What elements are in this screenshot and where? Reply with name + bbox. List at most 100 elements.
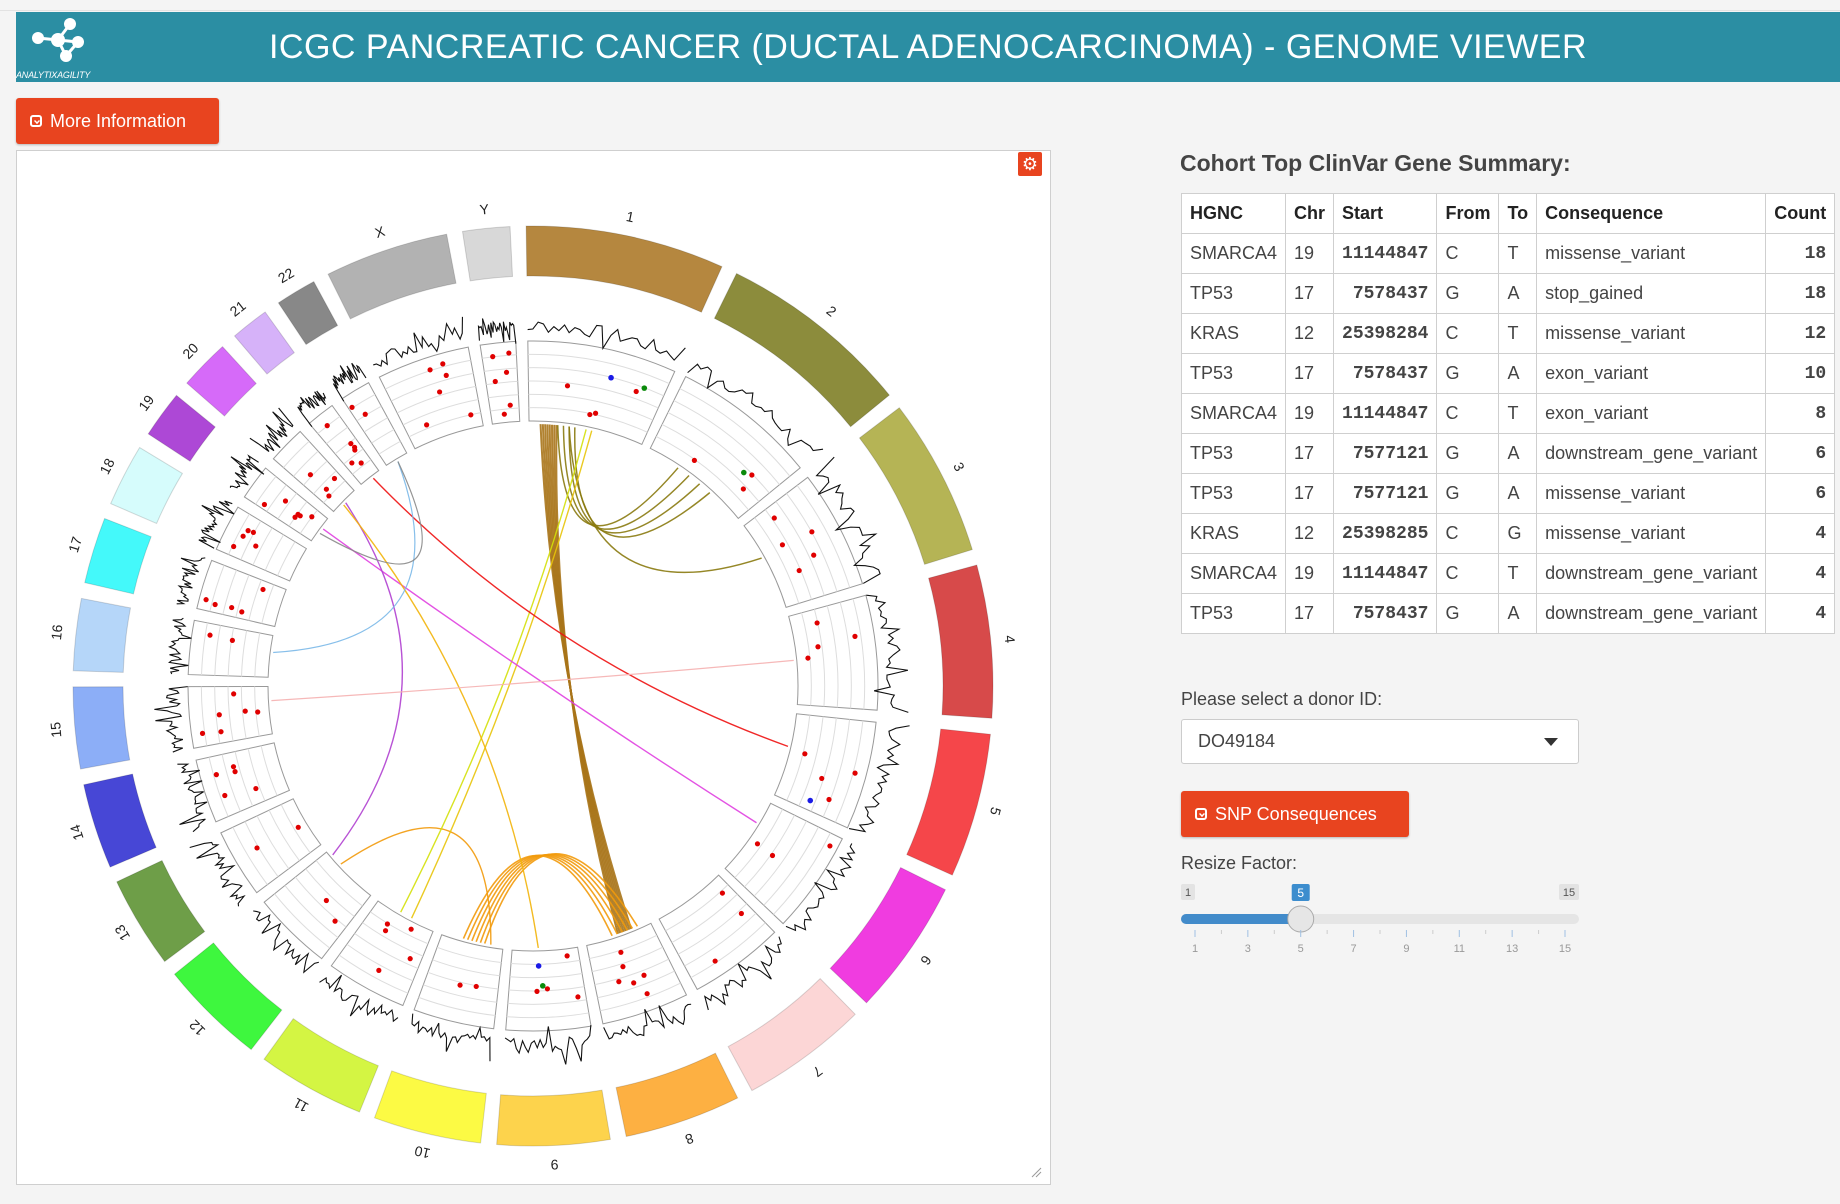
slider-value-label: 5 (1297, 886, 1304, 900)
track-gridline (775, 501, 825, 596)
snp-point (616, 979, 622, 985)
cell-to: A (1498, 273, 1538, 314)
chromosome-segment-10[interactable] (373, 1070, 487, 1144)
cell-start: 7578437 (1333, 273, 1438, 314)
copy-number-line (154, 686, 188, 753)
cell-consequence: missense_variant (1536, 233, 1767, 274)
column-header-to[interactable]: To (1498, 193, 1538, 234)
chromosome-segment-20[interactable] (186, 345, 257, 417)
track-gridline (244, 821, 279, 877)
donor-id-select[interactable]: DO49184 (1181, 719, 1579, 764)
column-header-count[interactable]: Count (1765, 193, 1836, 234)
snp-point (473, 983, 479, 990)
snp-point (254, 845, 260, 851)
chromosome-segment-3[interactable] (858, 407, 973, 566)
chromosome-segment-9[interactable] (496, 1089, 611, 1147)
snp-point (814, 620, 820, 626)
snp-point (250, 529, 257, 536)
copy-number-line (866, 594, 909, 713)
track-gridline (484, 367, 518, 372)
chromosome-segment-13[interactable] (116, 859, 206, 963)
slider-tick-label: 9 (1403, 943, 1409, 955)
chromosome-segment-1[interactable] (525, 225, 723, 313)
column-header-consequence[interactable]: Consequence (1536, 193, 1767, 234)
chromosome-segment-14[interactable] (83, 773, 157, 868)
track-gridline (597, 970, 675, 999)
resize-handle-icon[interactable] (1030, 1166, 1042, 1178)
chromosome-segment-19[interactable] (147, 394, 216, 462)
cell-to: A (1498, 353, 1538, 394)
chromosome-segment-18[interactable] (110, 446, 184, 525)
chromosome-segment-4[interactable] (927, 564, 994, 719)
snp-point (349, 404, 355, 410)
snp-point (309, 514, 315, 520)
copy-number-line (168, 617, 192, 675)
cell-from: C (1436, 393, 1500, 434)
chromosome-segment-22[interactable] (277, 280, 339, 346)
column-header-start[interactable]: Start (1333, 193, 1438, 234)
track-gridline (671, 893, 738, 943)
copy-number-line (527, 321, 686, 361)
structural-variant-link (340, 827, 492, 945)
track-gridline (200, 686, 208, 746)
track-gridline (208, 757, 229, 817)
column-header-chr[interactable]: Chr (1285, 193, 1335, 234)
snp-point (282, 498, 289, 504)
snp-consequences-button[interactable]: SNP Consequences (1181, 791, 1409, 837)
column-header-hgnc[interactable]: HGNC (1180, 193, 1287, 234)
cell-to: A (1498, 593, 1538, 634)
snp-point (738, 910, 744, 917)
track-gridline (371, 429, 395, 444)
track-gridline (679, 388, 791, 477)
slider-tick-label: 15 (1559, 943, 1571, 955)
track-gridline (684, 912, 757, 967)
chromosome-segment-21[interactable] (233, 311, 295, 375)
track-gridline (673, 400, 780, 485)
snp-point (332, 918, 338, 924)
track-gridline (506, 1012, 589, 1019)
chromosome-segment-15[interactable] (72, 686, 131, 770)
chromosome-segment-Y[interactable] (461, 226, 514, 282)
chromosome-segment-X[interactable] (327, 233, 457, 320)
chromosome-segment-6[interactable] (829, 866, 947, 1004)
snp-point (213, 772, 219, 778)
snp-point (297, 513, 303, 519)
more-information-button[interactable]: More Information (16, 98, 219, 144)
track-gridline (354, 933, 419, 969)
chromosome-label: 9 (550, 1157, 559, 1173)
snp-point (362, 411, 368, 417)
logo-text: ANALYTIXAGILITY (16, 70, 91, 80)
copy-number-line (504, 1025, 592, 1065)
cell-count: 4 (1765, 553, 1836, 594)
copy-number-line (229, 454, 265, 489)
column-header-from[interactable]: From (1436, 193, 1500, 234)
chromosome-segment-5[interactable] (906, 728, 992, 876)
chromosome-segment-7[interactable] (727, 977, 856, 1092)
snp-point (229, 637, 235, 643)
snp-point (207, 632, 213, 638)
cell-start: 7578437 (1333, 353, 1438, 394)
snp-point (740, 486, 746, 492)
snp-point (222, 792, 228, 799)
track-gridline (221, 754, 241, 812)
molecule-icon (32, 18, 84, 62)
chromosome-segment-12[interactable] (173, 942, 283, 1051)
chromosome-segment-8[interactable] (615, 1052, 739, 1138)
slider-handle[interactable] (1287, 905, 1315, 933)
cell-to: T (1498, 393, 1538, 434)
settings-gear-icon[interactable]: ⚙ (1018, 152, 1042, 176)
cell-count: 8 (1765, 393, 1836, 434)
cell-start: 25398285 (1333, 513, 1438, 554)
track-gridline (274, 893, 331, 949)
track-gridline (294, 876, 347, 928)
chromosome-segment-16[interactable] (72, 597, 132, 673)
track-gridline (798, 716, 824, 807)
chromosome-segment-17[interactable] (84, 517, 152, 595)
scatter-track (187, 685, 273, 749)
cell-hgnc: SMARCA4 (1180, 393, 1287, 434)
chromosome-segment-2[interactable] (713, 272, 891, 428)
chromosome-segment-11[interactable] (263, 1017, 379, 1113)
chromosome-label: X (373, 223, 388, 241)
